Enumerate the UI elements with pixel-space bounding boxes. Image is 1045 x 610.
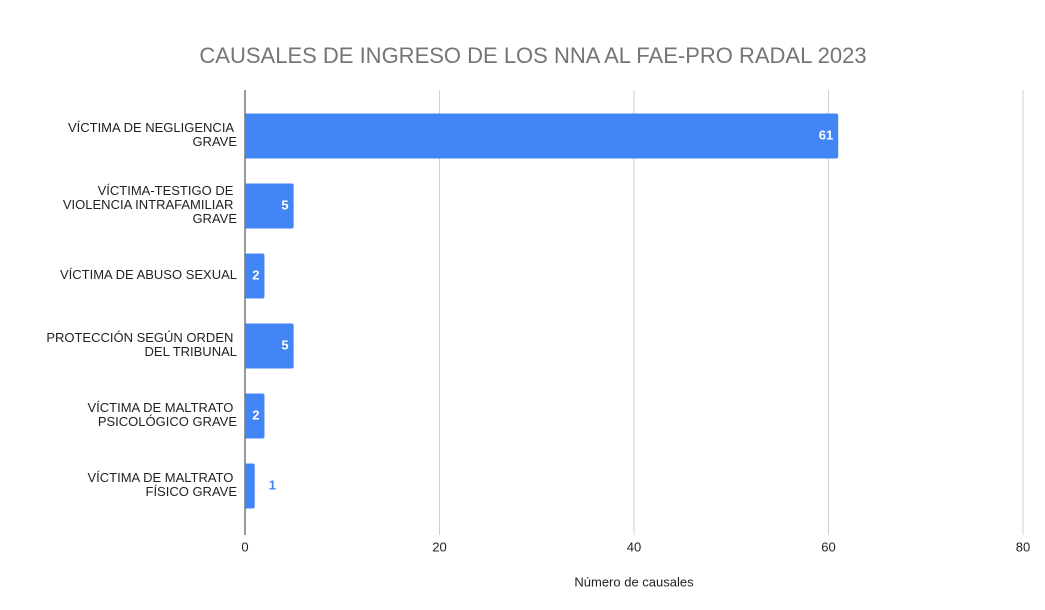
y-tick-label: PROTECCIÓN SEGÚN ORDEN DEL TRIBUNAL <box>46 330 237 359</box>
y-tick-label: VÍCTIMA DE MALTRATO PSICOLÓGICO GRAVE <box>87 400 237 429</box>
x-tick-label: 80 <box>1016 539 1030 554</box>
x-tick-label: 60 <box>821 539 835 554</box>
y-tick-label: VÍCTIMA DE MALTRATO FÍSICO GRAVE <box>87 470 237 499</box>
x-tick-label: 0 <box>241 539 248 554</box>
x-tick-label: 40 <box>627 539 641 554</box>
value-label: 2 <box>252 407 259 422</box>
chart-title: CAUSALES DE INGRESO DE LOS NNA AL FAE-PR… <box>199 43 866 68</box>
value-label: 5 <box>281 197 288 212</box>
y-tick-label: VÍCTIMA DE NEGLIGENCIA GRAVE <box>68 120 237 149</box>
bar <box>245 113 839 159</box>
value-label: 5 <box>281 337 288 352</box>
bar <box>245 323 294 369</box>
y-tick-label: VÍCTIMA DE ABUSO SEXUAL <box>60 267 237 282</box>
bar <box>245 393 265 439</box>
bar <box>245 183 294 229</box>
value-label: 2 <box>252 267 259 282</box>
value-label: 61 <box>819 127 833 142</box>
x-axis-title: Número de causales <box>574 574 694 589</box>
x-tick-label: 20 <box>432 539 446 554</box>
bar <box>245 253 265 299</box>
bar <box>245 463 255 509</box>
y-tick-label: VÍCTIMA-TESTIGO DE VIOLENCIA INTRAFAMILI… <box>63 183 237 226</box>
value-label: 1 <box>269 477 276 492</box>
